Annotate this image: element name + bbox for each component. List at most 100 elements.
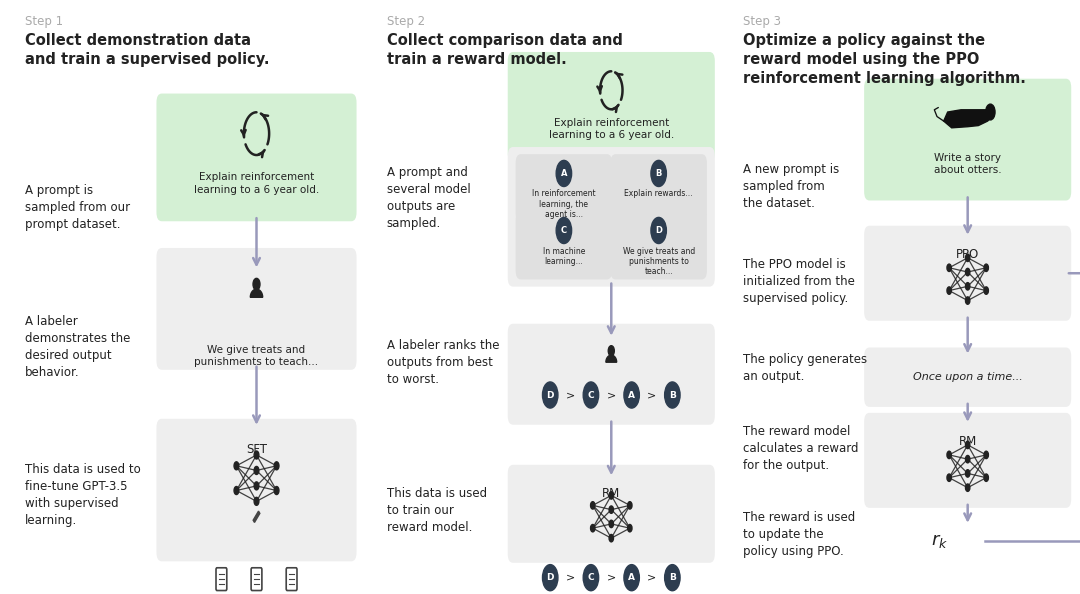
Circle shape [966, 441, 970, 448]
FancyBboxPatch shape [864, 226, 1071, 321]
Text: RM: RM [959, 435, 976, 448]
Text: Collect demonstration data
and train a supervised policy.: Collect demonstration data and train a s… [25, 33, 269, 67]
Circle shape [591, 525, 595, 532]
Circle shape [609, 520, 613, 527]
Text: The reward is used
to update the
policy using PPO.: The reward is used to update the policy … [743, 511, 855, 558]
Text: >: > [566, 573, 576, 583]
Text: >: > [647, 573, 657, 583]
Text: $r_k$: $r_k$ [931, 532, 948, 549]
Circle shape [591, 502, 595, 509]
Text: Write a story
about otters.: Write a story about otters. [934, 153, 1001, 175]
Circle shape [627, 502, 632, 509]
Text: D: D [656, 226, 662, 235]
Circle shape [966, 470, 970, 477]
FancyBboxPatch shape [508, 147, 715, 287]
Text: C: C [588, 573, 594, 582]
Circle shape [609, 506, 613, 513]
Text: SFT: SFT [246, 443, 267, 456]
FancyBboxPatch shape [157, 94, 356, 222]
Text: RM: RM [603, 487, 620, 500]
Text: A labeler ranks the
outputs from best
to worst.: A labeler ranks the outputs from best to… [387, 339, 499, 386]
Circle shape [542, 382, 558, 408]
Text: The policy generates
an output.: The policy generates an output. [743, 353, 867, 384]
Text: Explain reinforcement
learning to a 6 year old.: Explain reinforcement learning to a 6 ye… [549, 118, 674, 140]
Text: A new prompt is
sampled from
the dataset.: A new prompt is sampled from the dataset… [743, 163, 839, 210]
Text: >: > [566, 390, 576, 400]
Circle shape [274, 462, 279, 470]
Circle shape [556, 217, 571, 244]
Circle shape [254, 482, 259, 490]
Text: Step 2: Step 2 [387, 15, 424, 28]
Circle shape [254, 451, 259, 459]
FancyBboxPatch shape [286, 568, 297, 590]
Text: We give treats and
punishments to teach...: We give treats and punishments to teach.… [194, 345, 319, 367]
Text: The reward model
calculates a reward
for the output.: The reward model calculates a reward for… [743, 425, 859, 472]
Circle shape [984, 264, 988, 271]
Circle shape [966, 456, 970, 463]
Circle shape [651, 217, 666, 244]
Circle shape [984, 474, 988, 481]
Text: B: B [669, 573, 676, 582]
Text: Step 1: Step 1 [25, 15, 63, 28]
Text: D: D [546, 573, 554, 582]
Circle shape [947, 287, 951, 294]
Text: D: D [546, 390, 554, 400]
Circle shape [984, 287, 988, 294]
Circle shape [947, 451, 951, 459]
Circle shape [542, 564, 558, 590]
Circle shape [651, 160, 666, 187]
Text: A: A [629, 573, 635, 582]
Circle shape [583, 564, 598, 590]
Circle shape [624, 564, 639, 590]
Circle shape [947, 474, 951, 481]
Text: B: B [656, 169, 662, 178]
Text: >: > [647, 390, 657, 400]
Text: C: C [588, 390, 594, 400]
Circle shape [556, 160, 571, 187]
Polygon shape [944, 110, 991, 128]
Circle shape [609, 492, 613, 499]
Text: In machine
learning...: In machine learning... [543, 247, 585, 266]
FancyBboxPatch shape [157, 248, 356, 369]
Circle shape [583, 382, 598, 408]
Text: This data is used
to train our
reward model.: This data is used to train our reward mo… [387, 487, 487, 534]
Text: C: C [561, 226, 567, 235]
Text: A labeler
demonstrates the
desired output
behavior.: A labeler demonstrates the desired outpu… [25, 315, 131, 379]
Text: Optimize a policy against the
reward model using the PPO
reinforcement learning : Optimize a policy against the reward mod… [743, 33, 1026, 86]
Text: Explain reinforcement
learning to a 6 year old.: Explain reinforcement learning to a 6 ye… [194, 172, 319, 195]
FancyBboxPatch shape [864, 79, 1071, 201]
Circle shape [254, 497, 259, 505]
Circle shape [253, 279, 260, 290]
Text: A prompt is
sampled from our
prompt dataset.: A prompt is sampled from our prompt data… [25, 184, 130, 231]
FancyBboxPatch shape [864, 413, 1071, 508]
Text: Once upon a time...: Once upon a time... [913, 372, 1023, 382]
Polygon shape [251, 289, 262, 298]
Circle shape [986, 104, 995, 120]
Text: A: A [561, 169, 567, 178]
Circle shape [624, 382, 639, 408]
FancyBboxPatch shape [157, 419, 356, 561]
Text: Explain rewards...: Explain rewards... [624, 189, 693, 198]
Text: >: > [607, 390, 616, 400]
Text: PPO: PPO [956, 248, 980, 261]
Text: A prompt and
several model
outputs are
sampled.: A prompt and several model outputs are s… [387, 166, 471, 230]
FancyBboxPatch shape [508, 324, 715, 425]
Circle shape [966, 297, 970, 304]
Circle shape [627, 525, 632, 532]
Text: Step 3: Step 3 [743, 15, 781, 28]
FancyBboxPatch shape [252, 568, 261, 590]
FancyBboxPatch shape [610, 154, 707, 222]
Text: Collect comparison data and
train a reward model.: Collect comparison data and train a rewa… [387, 33, 622, 67]
FancyBboxPatch shape [515, 154, 612, 222]
Text: >: > [607, 573, 616, 583]
Circle shape [234, 486, 239, 495]
FancyBboxPatch shape [515, 211, 612, 280]
Circle shape [664, 564, 680, 590]
Circle shape [608, 346, 615, 356]
Polygon shape [606, 355, 617, 362]
Circle shape [947, 264, 951, 271]
Text: The PPO model is
initialized from the
supervised policy.: The PPO model is initialized from the su… [743, 258, 855, 305]
Circle shape [966, 283, 970, 290]
Circle shape [664, 382, 680, 408]
FancyBboxPatch shape [216, 568, 227, 590]
